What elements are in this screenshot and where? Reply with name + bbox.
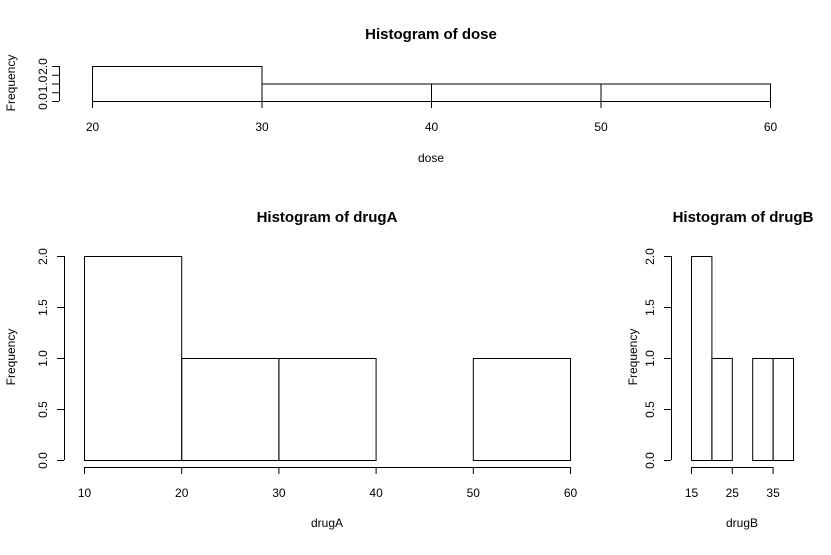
histogram-bar: [181, 358, 280, 461]
y-tick-label: 0.5: [36, 401, 50, 418]
histogram-panel-dose: 20 30 40 50 60 0.01.02.0 Histogram of dose dose…: [4, 26, 777, 165]
y-tick-label: 1.5: [643, 299, 657, 316]
histogram-bar: [691, 256, 713, 461]
y-axis-label: Frequency: [626, 329, 640, 386]
chart-title: Histogram of drugA: [257, 209, 398, 226]
histogram-bar: [600, 83, 771, 102]
x-tick-label: 20: [175, 486, 189, 500]
x-axis-label: drugB: [726, 516, 758, 530]
x-tick-label: 40: [425, 120, 439, 134]
x-tick-label: 40: [369, 486, 383, 500]
chart-title: Histogram of dose: [365, 26, 497, 43]
histogram-bar: [261, 83, 432, 102]
histogram-bar: [278, 358, 377, 461]
y-tick-label: 1.0: [36, 350, 50, 367]
x-axis-label: dose: [418, 151, 444, 165]
x-tick-label: 50: [467, 486, 481, 500]
x-tick-label: 30: [272, 486, 286, 500]
x-tick-label: 50: [594, 120, 608, 134]
histogram-bar: [84, 256, 183, 461]
x-tick-label: 30: [255, 120, 269, 134]
y-tick-label: 1.5: [36, 299, 50, 316]
y-tick-label: 1.0: [643, 350, 657, 367]
y-tick-label: 1.0: [36, 75, 50, 92]
x-axis-label: drugA: [311, 516, 343, 530]
x-tick-label: 35: [766, 486, 780, 500]
y-axis-label: Frequency: [4, 55, 18, 112]
histogram-bar: [711, 358, 733, 461]
y-tick-label: 2.0: [36, 58, 50, 75]
x-tick-label: 25: [726, 486, 740, 500]
y-tick-label: 0.5: [643, 401, 657, 418]
histogram-bar: [92, 66, 263, 102]
y-tick-label: 2.0: [643, 248, 657, 265]
histogram-bar: [431, 83, 602, 102]
x-tick-label: 10: [78, 486, 92, 500]
histogram-panel-drugA: 10 20 30 40 50 60 0.0 0.5 1.0 1.5 2.0 Histogram of …: [4, 209, 577, 530]
y-tick-label: 0.0: [643, 452, 657, 469]
x-tick-label: 60: [764, 120, 778, 134]
x-tick-label: 60: [564, 486, 578, 500]
y-tick-label: 2.0: [36, 248, 50, 265]
histogram-bar: [472, 358, 571, 461]
chart-title: Histogram of drugB: [673, 209, 814, 226]
x-tick-label: 20: [86, 120, 100, 134]
histogram-bar: [772, 358, 794, 461]
x-tick-label: 15: [685, 486, 699, 500]
histogram-panel-drugB: 15 25 35 0.0 0.5 1.0 1.5 2.0 Histogram of drugB d…: [626, 209, 814, 530]
y-tick-label: 0.0: [36, 452, 50, 469]
histogram-bar: [752, 358, 774, 461]
y-tick-label: 0.0: [36, 93, 50, 110]
y-axis-label: Frequency: [4, 329, 18, 386]
